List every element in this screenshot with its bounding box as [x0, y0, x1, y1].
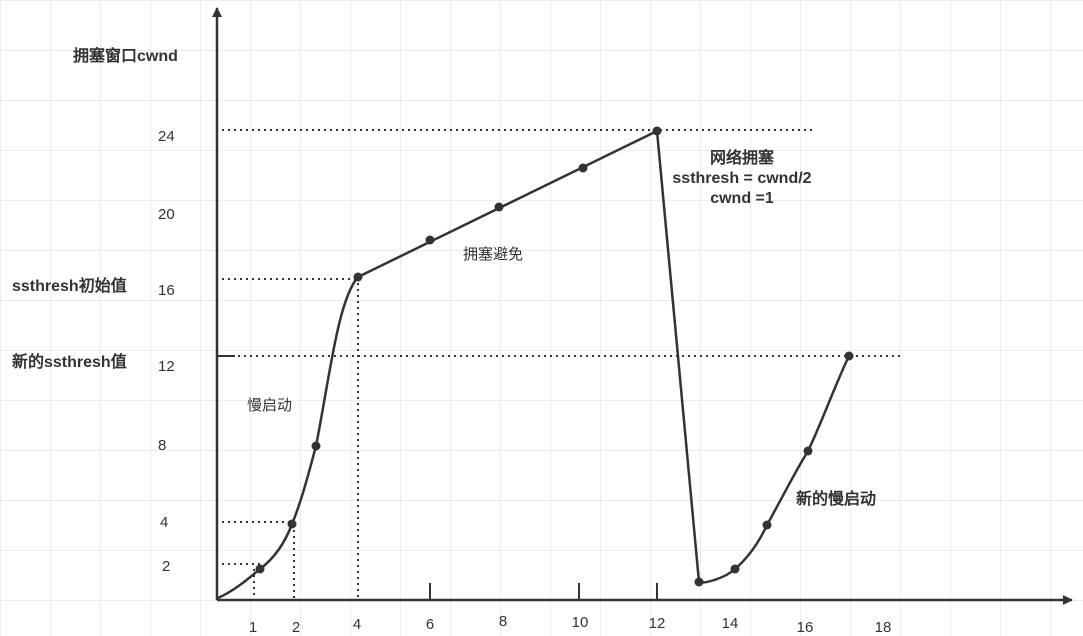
- slow-start-label: 慢启动: [247, 397, 293, 414]
- point: [287, 519, 297, 529]
- point: [255, 564, 265, 574]
- congestion-drop-line: [655, 130, 701, 583]
- point: [578, 163, 588, 173]
- y-tick-label: 24: [158, 128, 175, 145]
- x-tick-label: 18: [874, 619, 892, 636]
- ssthresh-initial-label: ssthresh初始值: [12, 278, 127, 295]
- reference-lines: [222, 129, 900, 600]
- congestion-avoidance-label: 拥塞避免: [463, 246, 524, 263]
- y-tick-label: 8: [158, 437, 167, 454]
- x-tick-marks: [429, 583, 658, 600]
- point: [311, 441, 321, 451]
- y-tick-label: 4: [160, 514, 169, 531]
- x-tick-label: 14: [721, 615, 739, 632]
- point: [762, 520, 772, 530]
- congestion-event-note: 网络拥塞 ssthresh = cwnd/2 cwnd =1: [662, 149, 822, 209]
- y-tick-label: 2: [162, 558, 171, 575]
- x-tick-label: 10: [571, 614, 589, 631]
- x-tick-label: 16: [796, 619, 814, 636]
- x-tick-label: 4: [352, 616, 362, 633]
- congestion-event-line1: 网络拥塞: [709, 150, 774, 167]
- y-tick-label: 20: [158, 206, 175, 223]
- point: [694, 577, 704, 587]
- point: [425, 235, 435, 245]
- point: [730, 564, 740, 574]
- congestion-event-line2: ssthresh = cwnd/2: [672, 170, 812, 187]
- x-tick-label: 1: [248, 619, 258, 636]
- point: [803, 446, 813, 456]
- point: [652, 126, 662, 136]
- congestion-event-line3: cwnd =1: [710, 190, 774, 207]
- new-slow-start-curve: [698, 355, 851, 584]
- curve-points: [255, 126, 854, 587]
- congestion-avoidance-line: [357, 129, 658, 279]
- y-tick-label: 16: [158, 282, 175, 299]
- x-tick-label: 2: [291, 619, 301, 636]
- x-tick-label: 8: [498, 613, 508, 630]
- ssthresh-new-label: 新的ssthresh值: [12, 354, 127, 371]
- slow-start-curve: [217, 276, 359, 600]
- point: [494, 202, 504, 212]
- y-tick-label: 12: [158, 358, 175, 375]
- point: [353, 272, 363, 282]
- new-slow-start-label: 新的慢启动: [796, 491, 877, 508]
- point: [844, 351, 854, 361]
- x-tick-label: 6: [425, 616, 435, 633]
- y-axis-title: 拥塞窗口cwnd: [73, 48, 178, 65]
- x-tick-label: 12: [648, 615, 666, 632]
